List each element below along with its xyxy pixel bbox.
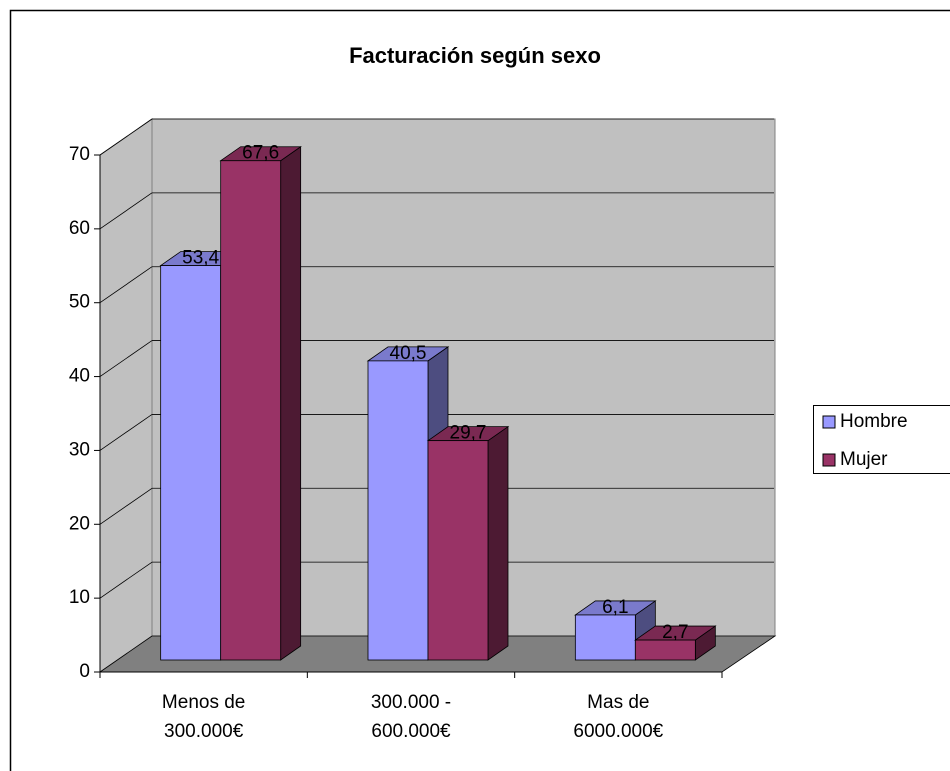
legend-label: Mujer	[840, 449, 888, 470]
grid-line	[99, 118, 153, 156]
legend-label: Hombre	[840, 411, 908, 432]
y-tick-label: 40	[69, 366, 90, 387]
bar	[427, 440, 489, 661]
y-tick-label: 0	[79, 661, 90, 682]
y-tick-label: 60	[69, 218, 90, 239]
legend-swatch	[822, 453, 836, 467]
grid-line	[99, 414, 153, 451]
value-label: 29,7	[450, 423, 487, 444]
bar	[160, 265, 222, 661]
value-label: 2,7	[662, 622, 688, 643]
grid-line	[99, 192, 153, 230]
side-wall	[99, 118, 153, 673]
value-label: 53,4	[182, 248, 219, 269]
bar	[634, 639, 696, 661]
bar-side	[280, 145, 302, 661]
y-tick-label: 70	[69, 144, 90, 165]
chart-title: Facturación según sexo	[349, 43, 601, 68]
grid-line	[99, 487, 153, 525]
grid-line	[99, 340, 153, 377]
value-label: 6,1	[602, 597, 628, 618]
bar	[574, 614, 636, 661]
legend-box	[813, 405, 950, 474]
y-tick-label: 20	[69, 513, 90, 534]
grid-line	[99, 266, 153, 304]
x-tick-label: Menos de 300.000€	[161, 692, 246, 742]
bar	[220, 160, 282, 661]
bar	[367, 360, 429, 661]
x-tick-label: 300.000 - 600.000€	[370, 692, 452, 742]
x-tick-label: Mas de 6000.000€	[573, 692, 664, 742]
value-label: 67,6	[242, 143, 279, 164]
value-label: 40,5	[390, 343, 427, 364]
grid-line	[99, 561, 153, 599]
y-tick-label: 30	[69, 439, 90, 460]
y-tick-label: 10	[69, 587, 90, 608]
y-tick-label: 50	[69, 292, 90, 313]
legend-swatch	[822, 415, 836, 429]
bar-side	[487, 425, 509, 661]
